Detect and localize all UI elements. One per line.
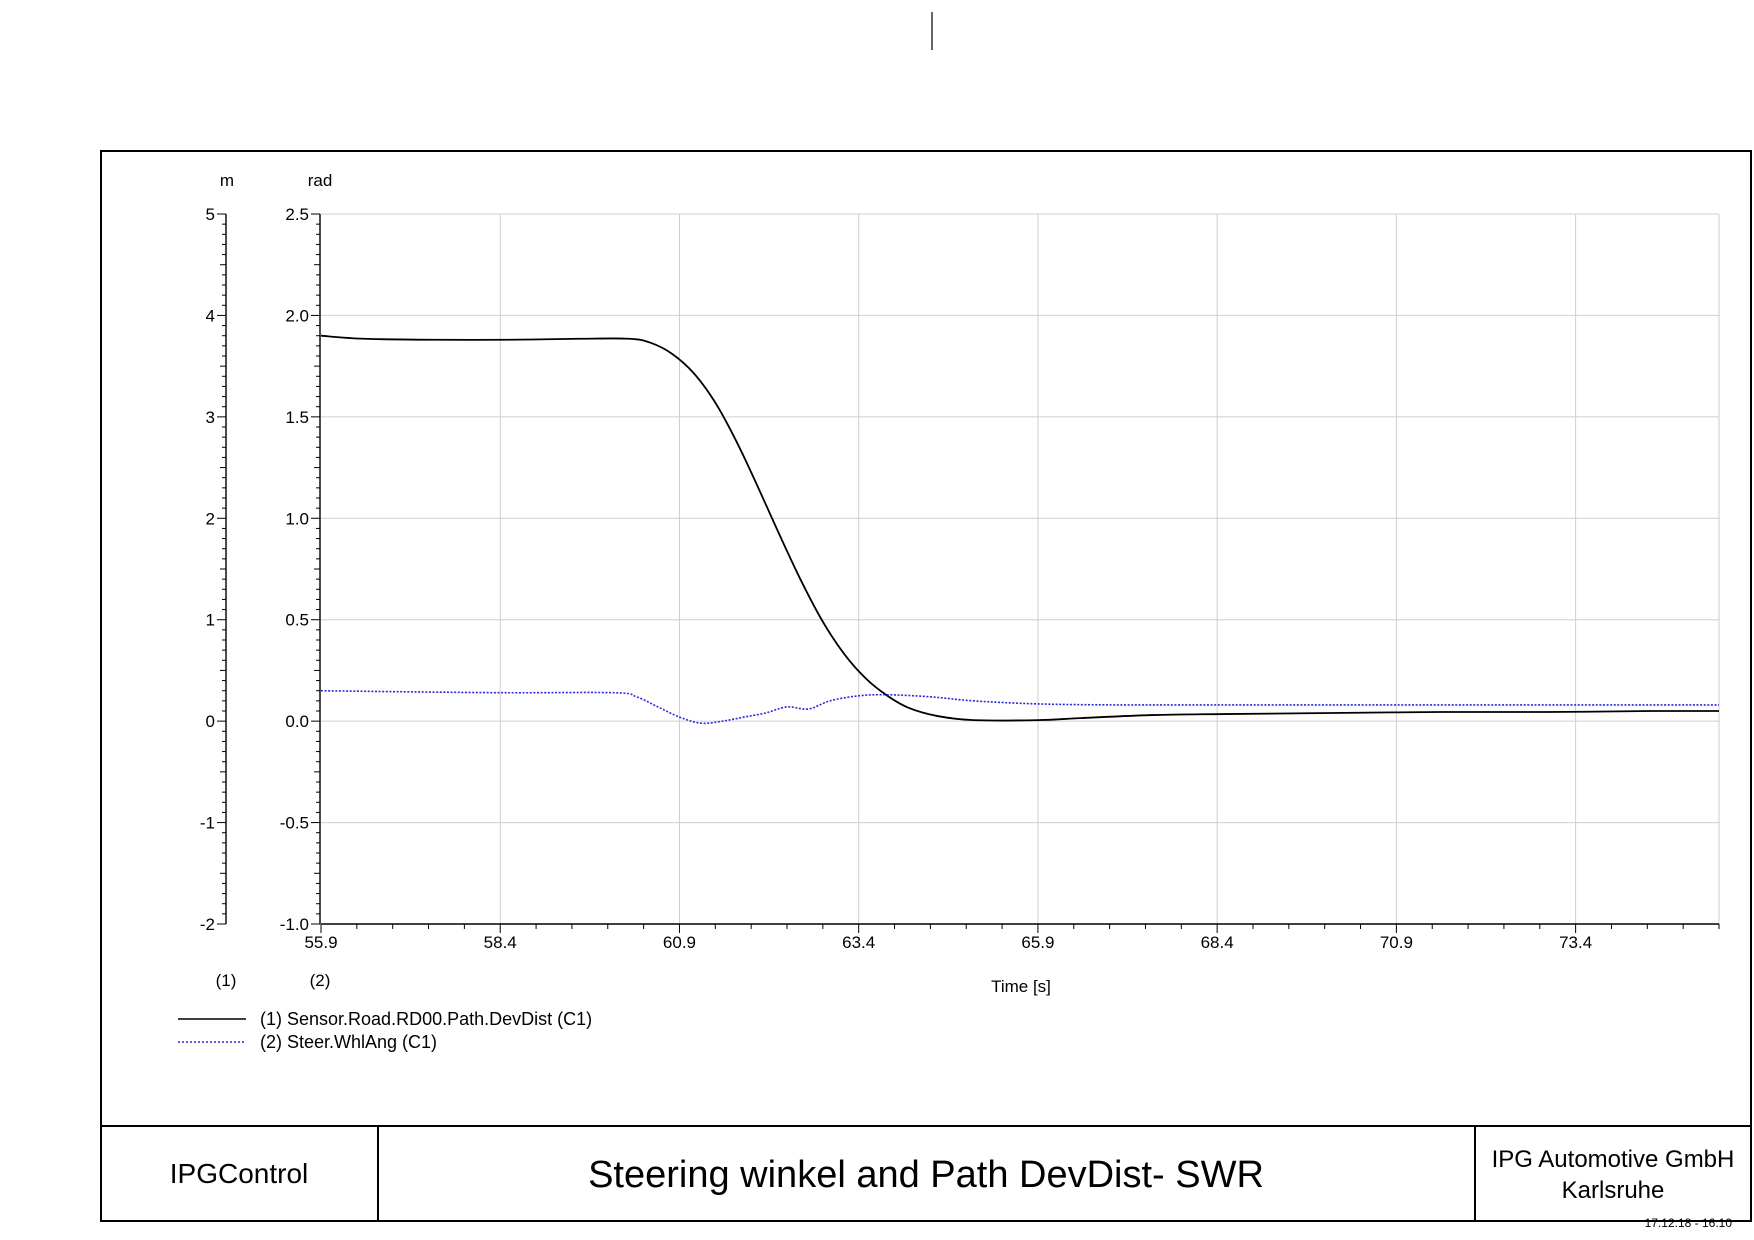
title-block-app-name: IPGControl <box>170 1158 309 1189</box>
y-axis-1-tick-label: 0 <box>206 712 215 731</box>
y-axis-1-tick-label: 5 <box>206 205 215 224</box>
x-tick-label: 68.4 <box>1201 933 1234 952</box>
axes: m rad (1) (2) Time [s] 55.9 58.4 60.9 63.4 6… <box>200 171 1720 996</box>
grid <box>321 213 1720 924</box>
page-title: Steering winkel and Path DevDist- SWR <box>588 1154 1264 1196</box>
axis-2-marker: (2) <box>310 971 331 990</box>
title-block: IPGControl Steering winkel and Path DevD… <box>101 1125 1751 1221</box>
x-tick-label: 63.4 <box>842 933 875 952</box>
y-axis-2-tick-label: -0.5 <box>280 814 309 833</box>
x-axis-label: Time [s] <box>991 977 1051 996</box>
x-tick-label: 60.9 <box>663 933 696 952</box>
y-axis-1-tick-label: -1 <box>200 814 215 833</box>
legend-label-series-1: (1) Sensor.Road.RD00.Path.DevDist (C1) <box>260 1009 592 1029</box>
x-tick-label: 70.9 <box>1380 933 1413 952</box>
axis-1-unit: m <box>220 171 234 190</box>
legend-label-series-2: (2) Steer.WhlAng (C1) <box>260 1032 437 1052</box>
x-tick-label: 65.9 <box>1021 933 1054 952</box>
legend: (1) Sensor.Road.RD00.Path.DevDist (C1) (… <box>178 1009 592 1052</box>
series-line-2 <box>320 689 1719 725</box>
axis-1-marker: (1) <box>216 971 237 990</box>
x-tick-label: 55.9 <box>304 933 337 952</box>
outer-frame <box>100 150 1752 1222</box>
x-tick-label: 73.4 <box>1559 933 1592 952</box>
x-tick-label: 58.4 <box>484 933 517 952</box>
y-axis-1-tick-label: 4 <box>206 306 215 325</box>
y-axis-2-tick-label: -1.0 <box>280 915 309 934</box>
y-axis-2-tick-label: 2.0 <box>285 306 309 325</box>
axis-2-unit: rad <box>308 171 333 190</box>
y-axis-1-tick-label: 1 <box>206 611 215 630</box>
y-axis-1-tick-label: 3 <box>206 408 215 427</box>
series-group <box>320 334 1720 725</box>
y-axis-2-tick-label: 1.0 <box>285 509 309 528</box>
print-timestamp: 17.12.18 - 16:10 <box>1644 1216 1732 1230</box>
y-axis-1-tick-label: -2 <box>200 915 215 934</box>
y-axis-2-tick-label: 0.5 <box>285 611 309 630</box>
y-axis-2-tick-label: 2.5 <box>285 205 309 224</box>
series-line-1 <box>320 334 1720 722</box>
y-axis-2-tick-label: 0.0 <box>285 712 309 731</box>
title-block-city: Karlsruhe <box>1562 1177 1665 1204</box>
title-block-company: IPG Automotive GmbH <box>1492 1146 1735 1173</box>
y-axis-1-tick-label: 2 <box>206 509 215 528</box>
y-axis-2-tick-label: 1.5 <box>285 408 309 427</box>
